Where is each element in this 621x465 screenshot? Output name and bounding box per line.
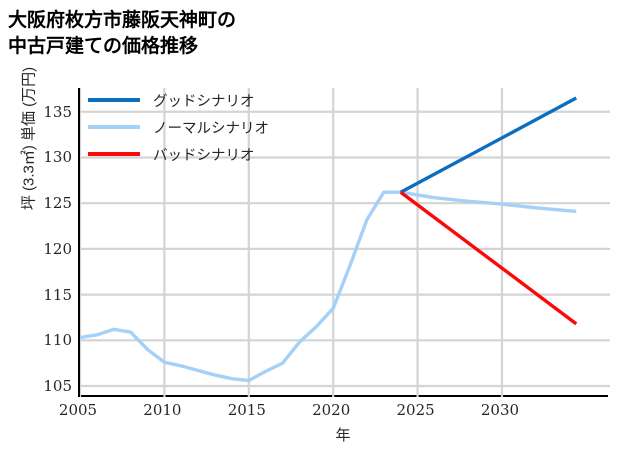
x-axis-title: 年 bbox=[335, 427, 351, 444]
y-tick-label: 135 bbox=[43, 102, 72, 121]
plot-lines bbox=[80, 88, 610, 397]
chart-title: 大阪府枚方市藤阪天神町の 中古戸建ての価格推移 bbox=[8, 10, 237, 58]
legend-color-swatch bbox=[88, 152, 140, 156]
x-axis-tick-labels: 2005 2010 2015 2020 2025 2030 bbox=[59, 401, 608, 423]
legend-item[interactable]: ノーマルシナリオ bbox=[88, 119, 269, 137]
x-tick-label: 2010 bbox=[143, 401, 182, 419]
x-tick-label: 2020 bbox=[312, 401, 351, 419]
y-tick-label: 110 bbox=[43, 331, 72, 350]
series-line bbox=[399, 190, 578, 326]
legend-color-swatch bbox=[88, 125, 140, 129]
x-tick-label: 2015 bbox=[227, 401, 266, 419]
x-tick-label: 2025 bbox=[396, 401, 435, 419]
legend-color-swatch bbox=[88, 98, 140, 102]
legend-label: ノーマルシナリオ bbox=[153, 120, 269, 137]
legend-item[interactable]: グッドシナリオ bbox=[88, 92, 269, 110]
legend-item[interactable]: バッドシナリオ bbox=[88, 146, 269, 164]
y-tick-label: 115 bbox=[43, 285, 72, 304]
legend-label: グッドシナリオ bbox=[153, 93, 255, 110]
y-tick-label: 120 bbox=[43, 239, 72, 258]
series-line bbox=[80, 190, 577, 383]
y-axis-title: 坪 (3.3㎡) 単価 (万円) bbox=[20, 66, 38, 211]
chart-legend: グッドシナリオ ノーマルシナリオ バッドシナリオ bbox=[88, 92, 269, 164]
y-tick-label: 105 bbox=[43, 377, 72, 396]
y-tick-label: 125 bbox=[43, 194, 72, 213]
x-tick-label: 2030 bbox=[480, 401, 520, 419]
y-tick-label: 130 bbox=[43, 148, 72, 167]
legend-label: バッドシナリオ bbox=[153, 147, 255, 164]
series-line bbox=[399, 96, 578, 194]
y-axis-tick-labels: 105 110 115 120 125 130 135 bbox=[26, 88, 72, 397]
x-tick-label: 2005 bbox=[58, 401, 98, 419]
plot-area bbox=[78, 88, 610, 397]
